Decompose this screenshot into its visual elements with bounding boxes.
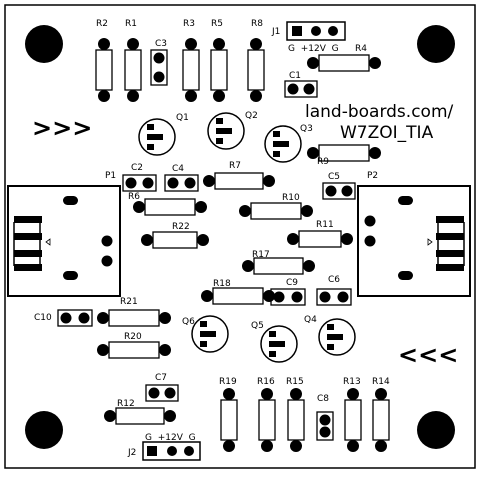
label-p2: P2: [367, 171, 378, 181]
label-r17: R17: [252, 250, 270, 260]
resistor-r12: [104, 407, 176, 425]
mounting-hole-bottom-right: [417, 411, 455, 449]
capacitor-c3: [150, 49, 168, 86]
label-r3: R3: [183, 19, 195, 29]
capacitor-c5: [322, 182, 356, 200]
resistor-r2: [95, 38, 113, 102]
board-title-name: W7ZOI_TIA: [340, 123, 434, 143]
resistor-r7: [203, 172, 275, 190]
resistor-r9: [307, 144, 381, 162]
label-r16: R16: [257, 377, 275, 387]
label-r11: R11: [316, 220, 334, 230]
label-j1-pins: G +12V G: [288, 44, 339, 54]
resistor-r13: [344, 388, 362, 452]
resistor-r17: [242, 257, 315, 275]
capacitor-c10: [57, 309, 93, 327]
label-r13: R13: [343, 377, 361, 387]
input-arrows: >>>: [32, 114, 92, 142]
label-r8: R8: [251, 19, 263, 29]
label-c7: C7: [155, 373, 167, 383]
header-j2: [142, 441, 201, 461]
capacitor-c9: [270, 288, 306, 306]
connector-p2: [357, 185, 471, 297]
transistor-q4: [318, 318, 356, 356]
label-c9: C9: [286, 278, 298, 288]
board-title-url: land-boards.com/: [305, 102, 453, 122]
label-c5: C5: [328, 172, 340, 182]
label-c3: C3: [155, 39, 167, 49]
label-q6: Q6: [182, 317, 195, 327]
resistor-r11: [287, 230, 353, 248]
label-r15: R15: [286, 377, 304, 387]
transistor-q3: [264, 125, 302, 163]
resistor-r18: [201, 287, 275, 305]
label-q4: Q4: [304, 315, 317, 325]
connector-p1: [7, 185, 121, 297]
mounting-hole-top-left: [25, 25, 63, 63]
resistor-r16: [258, 388, 276, 452]
resistor-r15: [287, 388, 305, 452]
label-j1: J1: [271, 27, 280, 37]
resistor-r14: [372, 388, 390, 452]
label-c2: C2: [131, 163, 143, 173]
label-r5: R5: [211, 19, 223, 29]
capacitor-c1: [284, 80, 318, 98]
label-p1: P1: [105, 171, 116, 181]
resistor-r3: [182, 38, 200, 102]
label-r4: R4: [355, 44, 367, 54]
label-r2: R2: [96, 19, 108, 29]
label-r14: R14: [372, 377, 390, 387]
capacitor-c4: [164, 174, 199, 192]
transistor-q2: [207, 112, 245, 150]
label-r19: R19: [219, 377, 237, 387]
label-r12: R12: [117, 399, 135, 409]
resistor-r4: [307, 54, 381, 72]
label-q1: Q1: [176, 113, 189, 123]
label-c1: C1: [289, 71, 301, 81]
resistor-r6: [133, 198, 207, 216]
label-c10: C10: [34, 313, 52, 323]
label-r18: R18: [213, 279, 231, 289]
label-q5: Q5: [251, 321, 264, 331]
label-j2-pins: G +12V G: [145, 433, 196, 443]
label-r7: R7: [229, 161, 241, 171]
capacitor-c7: [145, 384, 179, 402]
label-r10: R10: [282, 193, 300, 203]
label-c8: C8: [317, 394, 329, 404]
mounting-hole-bottom-left: [25, 411, 63, 449]
header-j1: [286, 21, 346, 41]
label-r6: R6: [128, 192, 140, 202]
label-r1: R1: [125, 19, 137, 29]
transistor-q5: [260, 325, 298, 363]
capacitor-c2: [122, 174, 157, 192]
label-j2: J2: [127, 448, 136, 458]
resistor-r21: [97, 309, 171, 327]
label-r21: R21: [120, 297, 138, 307]
resistor-r20: [97, 341, 171, 359]
mounting-hole-top-right: [417, 25, 455, 63]
capacitor-c6: [316, 288, 352, 306]
label-q2: Q2: [245, 111, 258, 121]
board-outline: [4, 4, 476, 469]
label-r22: R22: [172, 222, 190, 232]
resistor-r22: [141, 231, 209, 249]
capacitor-c8: [316, 411, 334, 441]
resistor-r8: [247, 38, 265, 102]
label-r9: R9: [317, 157, 329, 167]
label-r20: R20: [124, 332, 142, 342]
label-c6: C6: [328, 275, 340, 285]
resistor-r19: [220, 388, 238, 452]
resistor-r5: [210, 38, 228, 102]
transistor-q6: [191, 315, 229, 353]
transistor-q1: [138, 118, 176, 156]
label-q3: Q3: [300, 124, 313, 134]
resistor-r1: [124, 38, 142, 102]
output-arrows: <<<: [398, 341, 458, 369]
label-c4: C4: [172, 164, 184, 174]
resistor-r10: [239, 202, 313, 220]
